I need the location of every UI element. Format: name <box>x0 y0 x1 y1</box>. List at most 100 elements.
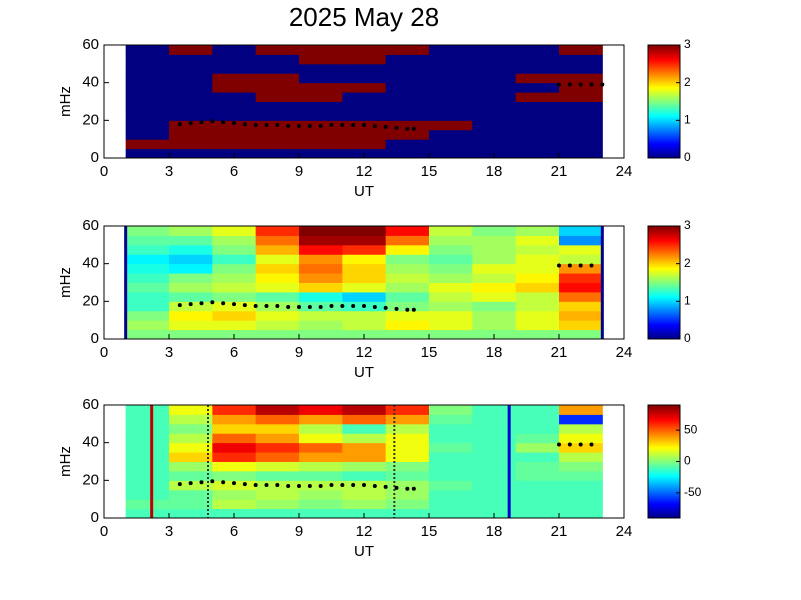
heat-cell <box>559 235 603 246</box>
colorbar-swatch <box>648 120 680 123</box>
colorbar-swatch <box>648 405 680 408</box>
heat-cell <box>299 63 343 74</box>
heat-cell <box>385 82 430 93</box>
colorbar-swatch <box>648 450 680 453</box>
heat-cell <box>342 423 387 434</box>
heat-cell <box>299 489 343 500</box>
colorbar-tick-label: 50 <box>684 422 698 436</box>
heat-cell <box>559 263 603 274</box>
heat-cell <box>169 508 213 519</box>
colorbar-swatch <box>648 278 680 282</box>
track-point <box>567 82 572 87</box>
heat-cell <box>169 470 213 481</box>
colorbar-swatch <box>648 50 680 54</box>
heat-cell <box>169 148 213 159</box>
colorbar-swatch <box>648 423 680 427</box>
heat-cell <box>342 82 387 93</box>
colorbar-swatch <box>648 312 680 316</box>
heat-cell <box>342 320 387 331</box>
colorbar-swatch <box>648 472 680 476</box>
heat-cell <box>385 461 430 472</box>
colorbar-swatch <box>648 455 680 459</box>
heat-cell <box>472 63 517 74</box>
heat-cell <box>559 452 603 462</box>
heat-cell <box>125 263 170 274</box>
colorbar-swatch <box>648 61 680 65</box>
heat-cell <box>472 301 517 312</box>
track-point <box>297 304 301 309</box>
heat-cell <box>385 92 430 102</box>
colorbar-swatch <box>648 129 680 133</box>
heat-cell <box>169 92 213 102</box>
heat-cell <box>429 226 473 236</box>
heat-cell <box>169 101 213 112</box>
y-tick-label: 20 <box>82 471 99 488</box>
heat-cell <box>429 461 473 472</box>
colorbar-swatch <box>648 469 680 472</box>
colorbar-swatch <box>648 60 680 63</box>
colorbar-swatch <box>648 110 680 114</box>
colorbar-swatch <box>648 265 680 268</box>
colorbar-swatch <box>648 52 680 55</box>
heat-cell <box>255 110 300 121</box>
heat-cell <box>472 423 517 434</box>
heat-cell <box>169 301 213 312</box>
colorbar-swatch <box>648 470 680 474</box>
colorbar-swatch <box>648 95 680 99</box>
heat-cell <box>255 489 300 500</box>
colorbar-swatch <box>648 103 680 106</box>
track-point <box>188 302 193 307</box>
track-point <box>557 442 561 447</box>
heat-cell <box>255 320 300 331</box>
track-point <box>199 301 204 306</box>
track-point <box>318 304 323 309</box>
colorbar-swatch <box>648 299 680 302</box>
heat-cell <box>299 226 343 236</box>
heat-cell <box>342 310 387 321</box>
heat-cell <box>169 54 213 65</box>
colorbar-swatch <box>648 284 680 287</box>
colorbar-tick-label: -50 <box>684 485 702 499</box>
heat-cell <box>515 254 560 265</box>
heat-cell <box>125 226 170 236</box>
heat-cell <box>429 282 473 293</box>
colorbar-swatch <box>648 248 680 251</box>
heat-cell <box>125 405 170 415</box>
colorbar-swatch <box>648 261 680 265</box>
heat-cell <box>169 263 213 274</box>
track-point <box>578 263 583 268</box>
colorbar-swatch <box>648 148 680 151</box>
y-tick-label: 0 <box>91 330 99 347</box>
colorbar-swatch <box>648 420 680 423</box>
heat-cell <box>515 508 560 519</box>
heat-cell <box>429 235 473 246</box>
heat-cell <box>515 282 560 293</box>
heat-cell <box>559 63 603 74</box>
colorbar-swatch <box>648 77 680 80</box>
colorbar-swatch <box>648 135 680 138</box>
colorbar-swatch <box>648 485 680 489</box>
heat-cell <box>559 129 603 140</box>
heat-cell <box>342 63 387 74</box>
heat-cell <box>472 101 517 112</box>
colorbar-swatch <box>648 144 680 148</box>
colorbar-swatch <box>648 408 680 412</box>
heat-cell <box>429 148 473 159</box>
colorbar-swatch <box>648 437 680 440</box>
heat-cell <box>429 244 473 255</box>
heat-cell <box>472 433 517 444</box>
heat-cell <box>125 82 170 93</box>
heat-cell <box>385 244 430 255</box>
colorbar-swatch <box>648 421 680 425</box>
heat-cell <box>515 92 560 102</box>
x-tick-label: 6 <box>230 523 238 540</box>
x-tick-label: 15 <box>421 344 438 361</box>
heat-cell <box>515 263 560 274</box>
colorbar-swatch <box>648 493 680 496</box>
heat-cell <box>125 73 170 84</box>
heat-cell <box>515 139 560 150</box>
heat-cell <box>429 405 473 415</box>
heat-cell <box>559 148 603 159</box>
heat-cell <box>385 139 430 150</box>
